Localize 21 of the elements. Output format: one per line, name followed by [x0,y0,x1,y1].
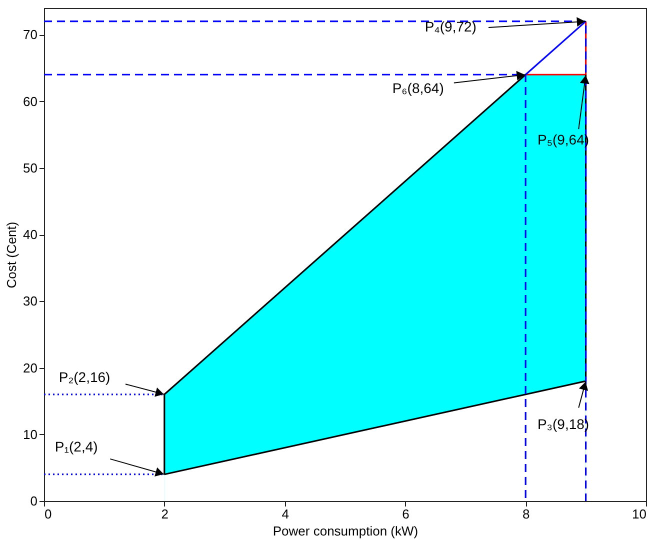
x-axis-title: Power consumption (kW) [272,524,418,538]
y-tick-label: 70 [23,27,38,42]
x-tick-label: 4 [282,506,289,522]
y-tick-label: 50 [23,160,38,176]
y-tick-label: 60 [23,94,38,109]
annotation: P₃(9,18) [537,416,590,432]
x-tick-label: 10 [632,506,646,522]
y-tick-label: 20 [23,360,38,376]
x-tick-label: 2 [161,506,169,522]
y-axis-title: Cost (Cent) [4,222,20,288]
x-tick-label: 0 [44,506,52,522]
y-tick-label: 30 [23,294,38,309]
x-tick-label: 6 [402,506,410,522]
annotation: P₁(2,4) [54,438,98,455]
annotation: P₆(8,64) [392,80,444,96]
y-tick-label: 40 [23,227,38,242]
annotation: P₂(2,16) [58,368,110,385]
annotation: P₄(9,72) [424,18,476,34]
y-tick-label: 0 [30,494,38,508]
x-tick-label: 8 [522,506,530,522]
y-tick-label: 10 [23,426,38,442]
